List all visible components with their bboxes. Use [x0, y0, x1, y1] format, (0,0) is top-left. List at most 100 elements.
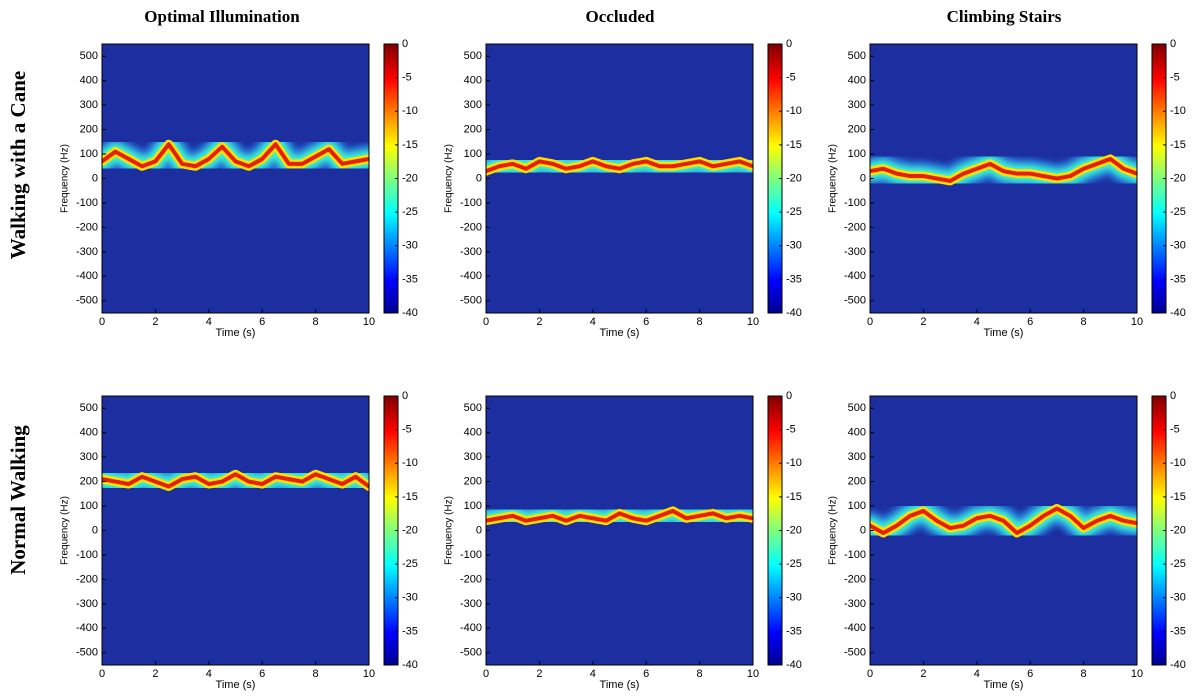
y-tick-label: -500 [460, 647, 482, 659]
x-tick-label: 0 [99, 316, 105, 328]
y-tick-label: -200 [844, 221, 866, 233]
x-tick-label: 6 [643, 316, 649, 328]
y-tick-label: 0 [476, 172, 482, 184]
x-axis-label: Time (s) [600, 327, 640, 339]
colorbar-tick-label: -40 [402, 307, 418, 319]
y-tick-label: 200 [80, 475, 98, 487]
y-tick-label: -300 [844, 598, 866, 610]
colorbar-tick-label: -35 [1170, 273, 1186, 285]
y-tick-label: -500 [460, 295, 482, 307]
colorbar-tick-label: -10 [786, 105, 802, 117]
y-axis-label: Frequency (Hz) [60, 144, 71, 213]
x-axis-label: Time (s) [216, 327, 256, 339]
colorbar-tick-label: -40 [1170, 659, 1186, 671]
colorbar-tick-label: -15 [786, 491, 802, 503]
colorbar-tick-label: -30 [1170, 240, 1186, 252]
y-tick-label: 300 [848, 99, 866, 111]
y-axis-label: Frequency (Hz) [60, 496, 71, 565]
x-tick-label: 8 [697, 316, 703, 328]
y-tick-label: -400 [460, 270, 482, 282]
colorbar-tick-label: -20 [786, 172, 802, 184]
y-tick-label: -100 [460, 549, 482, 561]
x-axis-label: Time (s) [984, 327, 1024, 339]
x-tick-label: 10 [747, 316, 759, 328]
colorbar-tick-label: -40 [786, 659, 802, 671]
plot-background [102, 396, 369, 665]
colorbar-tick-label: -5 [1170, 72, 1180, 84]
row-label: Normal Walking [6, 425, 30, 575]
colorbar-tick-label: -40 [402, 659, 418, 671]
colorbar-tick-label: 0 [1170, 390, 1176, 402]
colorbar-tick-label: -35 [402, 625, 418, 637]
y-tick-label: 400 [848, 427, 866, 439]
x-tick-label: 6 [259, 316, 265, 328]
y-tick-label: 300 [848, 451, 866, 463]
y-tick-label: 500 [80, 402, 98, 414]
colorbar-tick-label: -20 [402, 524, 418, 536]
y-tick-label: -500 [76, 647, 98, 659]
y-tick-label: -200 [76, 573, 98, 585]
y-tick-label: -400 [460, 622, 482, 634]
colorbar-tick-label: -40 [786, 307, 802, 319]
colorbar-tick-label: -25 [1170, 558, 1186, 570]
colorbar-tick-label: -10 [402, 105, 418, 117]
y-tick-label: -400 [844, 622, 866, 634]
x-tick-label: 0 [483, 316, 489, 328]
x-tick-label: 4 [974, 668, 980, 680]
x-tick-label: 2 [920, 316, 926, 328]
colorbar-tick-label: -30 [786, 592, 802, 604]
colorbar-tick-label: -25 [786, 558, 802, 570]
x-tick-label: 8 [313, 668, 319, 680]
y-tick-label: -100 [844, 197, 866, 209]
column-title: Climbing Stairs [947, 7, 1062, 26]
x-tick-label: 2 [536, 316, 542, 328]
y-tick-label: -400 [76, 622, 98, 634]
column-title: Occluded [586, 7, 655, 26]
x-tick-label: 2 [536, 668, 542, 680]
y-tick-label: 300 [80, 451, 98, 463]
y-tick-label: 200 [80, 123, 98, 135]
y-tick-label: -500 [76, 295, 98, 307]
y-tick-label: -300 [460, 246, 482, 258]
y-tick-label: 300 [464, 451, 482, 463]
x-tick-label: 8 [313, 316, 319, 328]
y-tick-label: 400 [464, 427, 482, 439]
y-tick-label: 500 [464, 402, 482, 414]
colorbar-tick-label: -15 [402, 139, 418, 151]
x-tick-label: 2 [152, 668, 158, 680]
y-tick-label: 100 [80, 500, 98, 512]
colorbar-tick-label: -20 [402, 172, 418, 184]
x-tick-label: 4 [590, 316, 596, 328]
y-tick-label: -200 [460, 221, 482, 233]
y-tick-label: 0 [860, 524, 866, 536]
colorbar-tick-label: -20 [1170, 172, 1186, 184]
x-axis-label: Time (s) [984, 679, 1024, 691]
colorbar-tick-label: 0 [786, 38, 792, 50]
y-tick-label: -300 [76, 246, 98, 258]
colorbar-tick-label: -10 [402, 457, 418, 469]
colorbar-tick-label: -10 [786, 457, 802, 469]
colorbar-tick-label: -40 [1170, 307, 1186, 319]
spectral-ridge [102, 472, 369, 489]
y-tick-label: 500 [848, 402, 866, 414]
colorbar-tick-label: 0 [402, 38, 408, 50]
x-tick-label: 10 [1131, 316, 1143, 328]
colorbar-tick-label: -25 [402, 206, 418, 218]
y-tick-label: -300 [76, 598, 98, 610]
x-tick-label: 2 [920, 668, 926, 680]
spectral-ridge [870, 506, 1137, 535]
y-tick-label: -300 [460, 598, 482, 610]
colorbar-tick-label: -35 [786, 625, 802, 637]
x-tick-label: 10 [363, 316, 375, 328]
column-title: Optimal Illumination [144, 7, 300, 26]
y-tick-label: -200 [76, 221, 98, 233]
y-tick-label: 100 [464, 500, 482, 512]
y-tick-label: -200 [844, 573, 866, 585]
y-tick-label: 200 [464, 123, 482, 135]
colorbar-tick-label: -30 [1170, 592, 1186, 604]
colorbar-tick-label: -30 [402, 592, 418, 604]
x-tick-label: 8 [1081, 316, 1087, 328]
y-axis-label: Frequency (Hz) [444, 144, 455, 213]
y-tick-label: 400 [80, 427, 98, 439]
row-label: Walking with a Cane [6, 71, 30, 259]
